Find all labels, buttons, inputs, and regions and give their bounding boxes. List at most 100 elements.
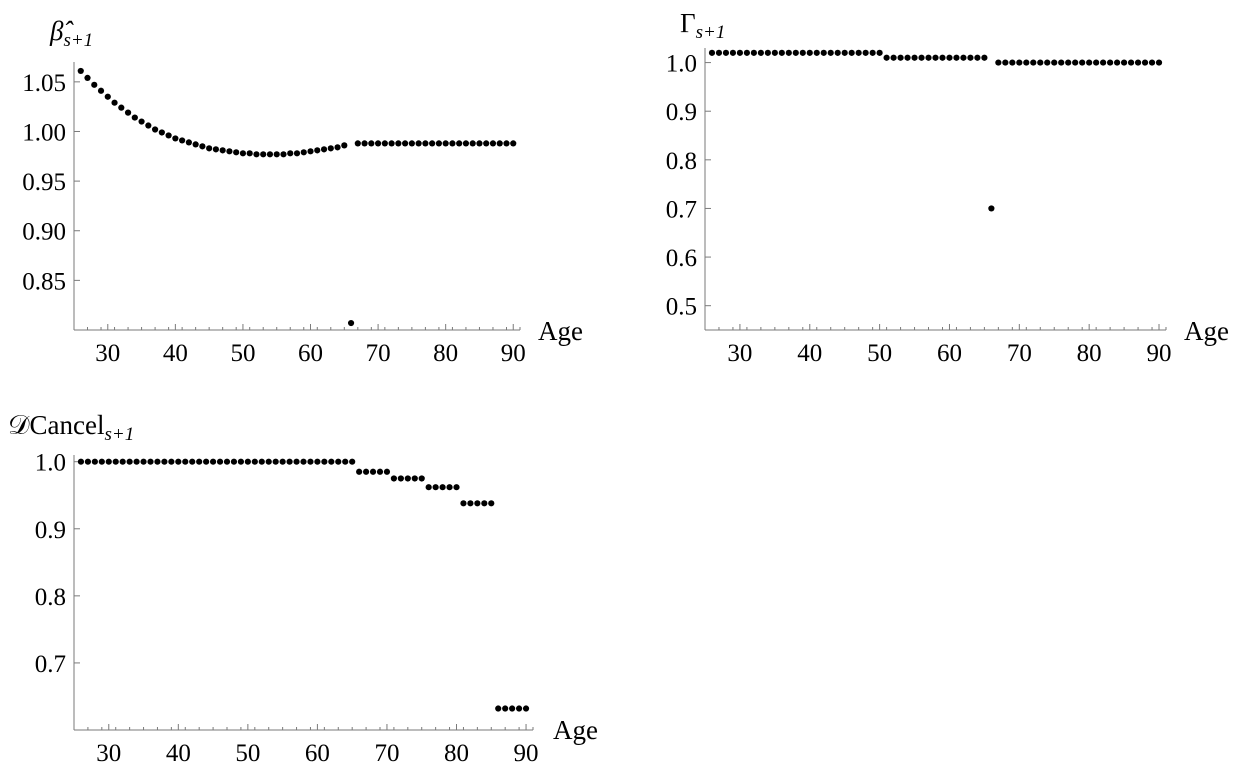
data-point <box>84 74 91 81</box>
data-point <box>462 140 470 147</box>
data-point <box>1086 59 1093 66</box>
data-point <box>876 49 883 56</box>
data-point <box>481 500 488 507</box>
x-tick-label: 40 <box>797 340 822 367</box>
x-tick-label: 50 <box>867 340 892 367</box>
data-point <box>286 458 293 465</box>
data-point <box>460 500 467 507</box>
data-point <box>226 148 233 155</box>
data-point <box>307 458 314 465</box>
data-point <box>320 146 328 153</box>
data-point <box>1002 59 1009 66</box>
data-point <box>1093 59 1100 66</box>
data-point <box>119 458 126 465</box>
data-point <box>1107 59 1114 66</box>
data-point <box>124 109 132 116</box>
data-point <box>469 140 476 147</box>
x-tick-label: 70 <box>374 740 399 767</box>
x-axis-label: Age <box>553 715 598 745</box>
y-tick-label: 0.9 <box>666 99 697 126</box>
data-point <box>189 458 196 465</box>
data-point <box>172 135 179 142</box>
data-point <box>415 140 422 147</box>
data-point <box>368 140 375 147</box>
x-tick-label: 60 <box>298 340 323 367</box>
data-point <box>111 99 118 106</box>
data-point <box>1155 59 1163 66</box>
data-point <box>446 484 453 491</box>
data-point <box>925 54 932 61</box>
data-point <box>1141 59 1149 66</box>
data-point <box>743 49 751 56</box>
data-point <box>273 151 280 158</box>
data-point <box>369 468 377 475</box>
data-point <box>244 458 251 465</box>
data-point <box>151 126 159 133</box>
data-point <box>258 458 265 465</box>
data-point <box>848 49 855 56</box>
gamma-panel: 30 40 50 60 70 80 90 0.5 0.6 0.7 0.8 0.9 1.0 Γs+1 Age <box>666 8 1229 367</box>
data-point <box>1127 59 1135 66</box>
x-tick-label: 60 <box>305 740 330 767</box>
data-point <box>84 458 92 465</box>
data-point <box>1079 59 1086 66</box>
data-point <box>246 150 253 157</box>
data-point <box>362 468 370 475</box>
data-point <box>168 458 175 465</box>
data-point <box>145 122 152 129</box>
data-point <box>495 705 502 712</box>
data-point <box>515 705 523 712</box>
data-point <box>502 705 509 712</box>
data-point <box>230 458 238 465</box>
data-point <box>185 139 192 146</box>
data-point <box>287 150 294 157</box>
data-point <box>1009 59 1016 66</box>
data-point <box>165 132 172 139</box>
data-point <box>408 140 415 147</box>
data-point <box>855 49 862 56</box>
data-point <box>953 54 960 61</box>
data-point <box>328 458 335 465</box>
data-point <box>1044 59 1051 66</box>
data-point <box>496 140 503 147</box>
data-point <box>960 54 967 61</box>
y-tick-label: 0.8 <box>35 584 66 611</box>
y-tick-label: 0.7 <box>666 196 697 223</box>
data-point <box>995 59 1002 66</box>
data-point <box>374 140 382 147</box>
data-point <box>456 140 463 147</box>
data-point <box>361 140 368 147</box>
data-point <box>1051 59 1058 66</box>
data-point <box>347 319 355 327</box>
data-point <box>1058 59 1065 66</box>
data-point <box>131 114 138 121</box>
data-point <box>196 458 203 465</box>
data-point <box>974 54 981 61</box>
data-point <box>321 458 328 465</box>
y-tick-label: 0.85 <box>22 268 66 295</box>
data-point <box>911 54 918 61</box>
data-point <box>233 149 240 156</box>
data-point <box>890 54 897 61</box>
data-point <box>729 49 737 56</box>
x-tick-label: 90 <box>1147 340 1172 367</box>
data-point <box>476 140 483 147</box>
data-point <box>133 458 140 465</box>
data-point <box>293 150 301 157</box>
data-point <box>388 140 395 147</box>
data-point <box>1030 59 1037 66</box>
data-point <box>334 144 341 151</box>
y-axis-label: β̂s+1 <box>49 16 93 51</box>
data-point <box>390 475 398 482</box>
data-point <box>439 484 446 491</box>
data-point <box>216 458 224 465</box>
data-point <box>932 54 939 61</box>
data-point <box>97 87 105 94</box>
data-point <box>98 458 105 465</box>
data-point <box>1114 59 1121 66</box>
data-point <box>179 137 186 144</box>
data-point <box>834 49 841 56</box>
y-axis-label: 𝒟Cancels+1 <box>8 410 134 445</box>
x-tick-label: 80 <box>1077 340 1102 367</box>
data-point <box>722 49 730 56</box>
